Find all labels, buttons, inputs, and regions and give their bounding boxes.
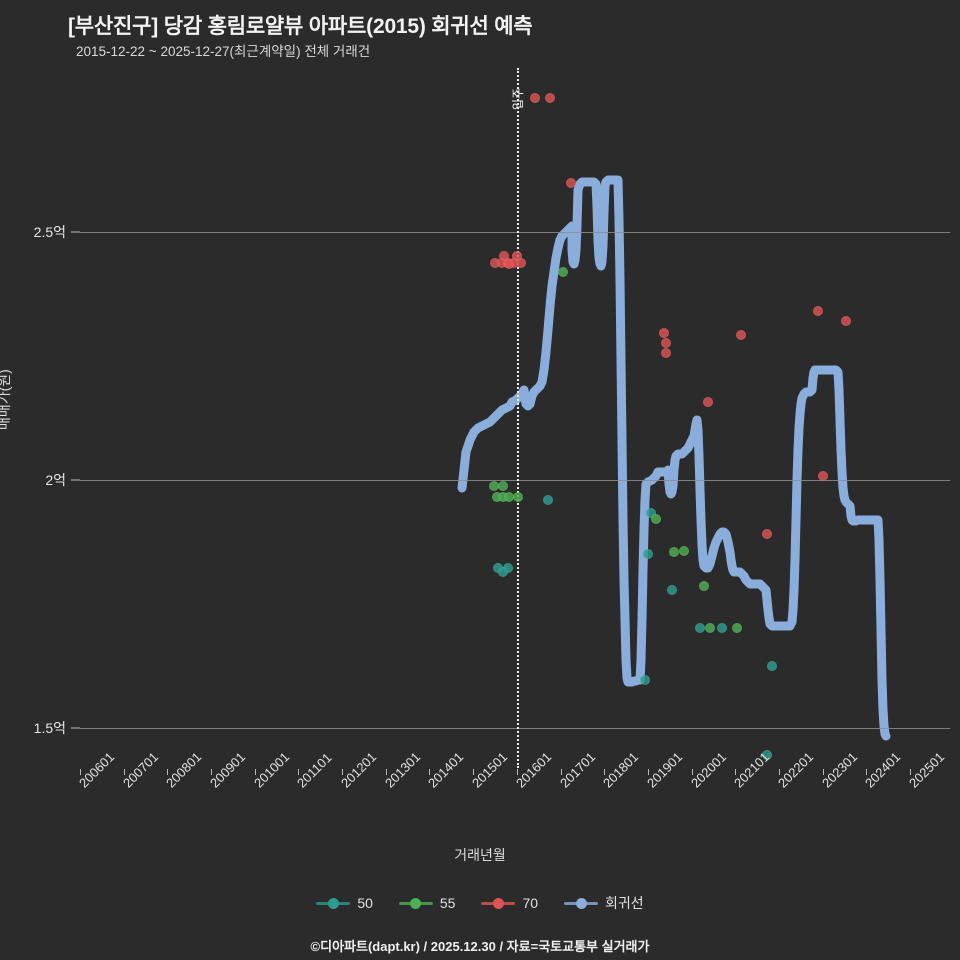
y-gridline (80, 231, 950, 233)
x-tick-mark (735, 769, 737, 775)
scatter-point-70 (661, 348, 671, 358)
legend-item-70[interactable]: 70 (481, 895, 538, 911)
x-tick-mark (385, 769, 387, 775)
page-title: [부산진구] 당감 홍림로얄뷰 아파트(2015) 회귀선 예측 (68, 15, 533, 38)
scatter-point-55 (679, 546, 689, 556)
scatter-point-50 (767, 661, 777, 671)
x-tick-mark (647, 769, 649, 775)
move-in-marker-label: 입주 (510, 87, 525, 110)
regression-path (457, 175, 891, 741)
scatter-point-50 (762, 750, 772, 760)
legend-item-55[interactable]: 55 (398, 895, 456, 911)
x-tick-mark (604, 769, 606, 775)
x-tick-mark (80, 769, 81, 775)
x-tick-mark (822, 769, 824, 775)
x-tick-mark (778, 769, 780, 775)
regression-line (457, 175, 891, 741)
scatter-point-70 (516, 258, 526, 268)
scatter-point-50 (695, 623, 705, 633)
plot-area: 1.5억 2억 2.5억 입주 (34, 68, 950, 768)
scatter-point-70 (813, 306, 823, 316)
x-tick-mark (516, 769, 518, 775)
footer-credit: ©디아파트(dapt.kr) / 2025.12.30 / 자료=국토교통부 실… (310, 939, 650, 954)
scatter-point-50 (643, 549, 653, 559)
y-tick-label-0: 1.5억 (33, 720, 66, 737)
scatter-point-55 (558, 267, 568, 277)
scatter-point-70 (504, 259, 514, 269)
scatter-point-55 (513, 492, 523, 502)
scatter-point-55 (705, 623, 715, 633)
scatter-point-50 (667, 585, 677, 595)
x-tick-mark (298, 769, 300, 775)
scatter-point-55 (732, 623, 742, 633)
x-tick-mark (254, 769, 256, 775)
scatter-point-55 (699, 581, 709, 591)
y-tick-mark (71, 479, 80, 481)
scatter-point-50 (498, 567, 508, 577)
scatter-point-70 (661, 338, 671, 348)
y-tick-mark (71, 231, 80, 233)
scatter-point-70 (736, 330, 746, 340)
scatter-point-50 (640, 675, 650, 685)
legend-swatch-icon (564, 897, 599, 909)
legend-label: 회귀선 (605, 895, 644, 911)
x-tick-mark (342, 769, 344, 775)
scatter-point-70 (841, 316, 851, 326)
legend-label: 50 (357, 895, 373, 911)
x-tick-mark (909, 769, 911, 775)
x-tick-mark (211, 769, 213, 775)
scatter-point-70 (818, 471, 828, 481)
x-tick-mark (866, 769, 868, 775)
x-tick-mark (560, 769, 562, 775)
y-gridline (80, 728, 950, 730)
legend-item-50[interactable]: 50 (316, 895, 373, 911)
move-in-marker-line (516, 68, 519, 768)
legend-swatch-icon (316, 897, 351, 909)
y-axis-label: 매매가(원) (0, 369, 12, 430)
scatter-point-55 (669, 547, 679, 557)
scatter-point-70 (762, 529, 772, 539)
legend-swatch-icon (481, 897, 516, 909)
scatter-point-50 (717, 623, 727, 633)
scatter-point-70 (566, 178, 576, 188)
page-subtitle: 2015-12-22 ~ 2025-12-27(최근계약일) 전체 거래건 (76, 44, 371, 59)
y-tick-label-1: 2억 (45, 472, 66, 489)
legend-label: 70 (522, 895, 539, 911)
scatter-point-50 (543, 495, 553, 505)
legend-label: 55 (439, 895, 456, 911)
scatter-point-55 (651, 514, 661, 524)
chart-legend: 50 55 70 회귀선 (0, 893, 960, 913)
scatter-point-70 (703, 397, 713, 407)
y-gridline (80, 480, 950, 482)
x-tick-mark (167, 769, 169, 775)
y-tick-mark (71, 727, 80, 729)
y-tick-label-2: 2.5억 (33, 223, 66, 240)
legend-swatch-icon (398, 897, 433, 909)
legend-item-회귀선[interactable]: 회귀선 (564, 893, 644, 913)
scatter-point-70 (659, 328, 669, 338)
x-axis-label: 거래년월 (454, 847, 506, 863)
x-tick-mark (691, 769, 693, 775)
x-tick-mark (473, 769, 475, 775)
x-tick-mark (429, 769, 431, 775)
x-tick-mark (123, 769, 125, 775)
scatter-point-55 (498, 481, 508, 491)
scatter-point-70 (530, 93, 540, 103)
scatter-point-70 (545, 93, 555, 103)
